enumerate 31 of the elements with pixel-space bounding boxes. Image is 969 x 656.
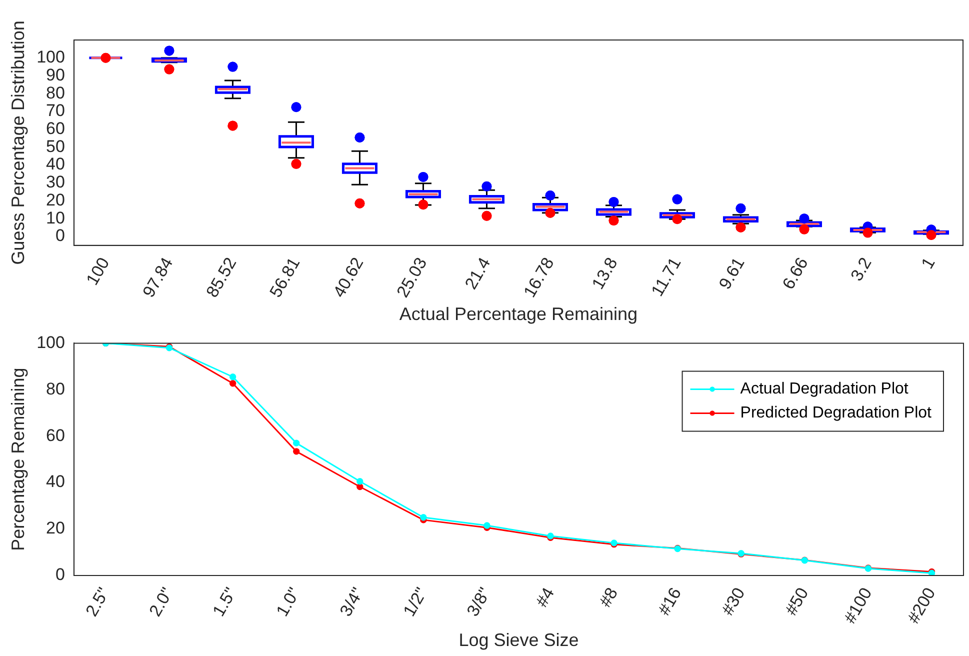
x-axis-title: Log Sieve Size (458, 630, 579, 650)
y-tick-label: 20 (46, 190, 65, 210)
y-axis-title: Percentage Remaining (8, 368, 28, 551)
y-tick-label: 30 (46, 172, 65, 192)
x-tick-label: 3.2 (846, 254, 876, 284)
y-tick-label: 10 (46, 208, 65, 228)
x-tick-label: #4 (532, 584, 558, 610)
x-axis-title: Actual Percentage Remaining (399, 304, 638, 324)
y-tick-label: 50 (46, 136, 65, 156)
x-tick-label: 100 (82, 254, 114, 288)
y-tick-label: 80 (46, 83, 65, 102)
y-tick-label: 80 (46, 379, 65, 398)
y-tick-label: 70 (46, 101, 65, 120)
x-tick-label: #8 (596, 584, 622, 610)
y-tick-label: 90 (46, 65, 65, 84)
y-axis-title: Guess Percentage Distribution (8, 20, 28, 265)
x-tick-label: #50 (782, 584, 812, 618)
y-tick-label: 0 (55, 565, 65, 584)
y-tick-label: 100 (36, 48, 65, 67)
y-tick-label: 60 (46, 118, 65, 138)
y-tick-label: 0 (55, 226, 65, 246)
x-tick-label: 1 (918, 254, 939, 272)
y-tick-label: 40 (46, 472, 65, 492)
y-tick-label: 60 (46, 426, 65, 445)
x-tick-label: #30 (718, 584, 749, 618)
y-tick-label: 20 (46, 518, 65, 538)
y-tick-label: 40 (46, 154, 65, 174)
legend-label: Actual Degradation Plot (740, 380, 909, 398)
legend-label: Predicted Degradation Plot (740, 404, 932, 422)
x-tick-label: #16 (654, 584, 686, 618)
y-tick-label: 100 (36, 332, 65, 352)
